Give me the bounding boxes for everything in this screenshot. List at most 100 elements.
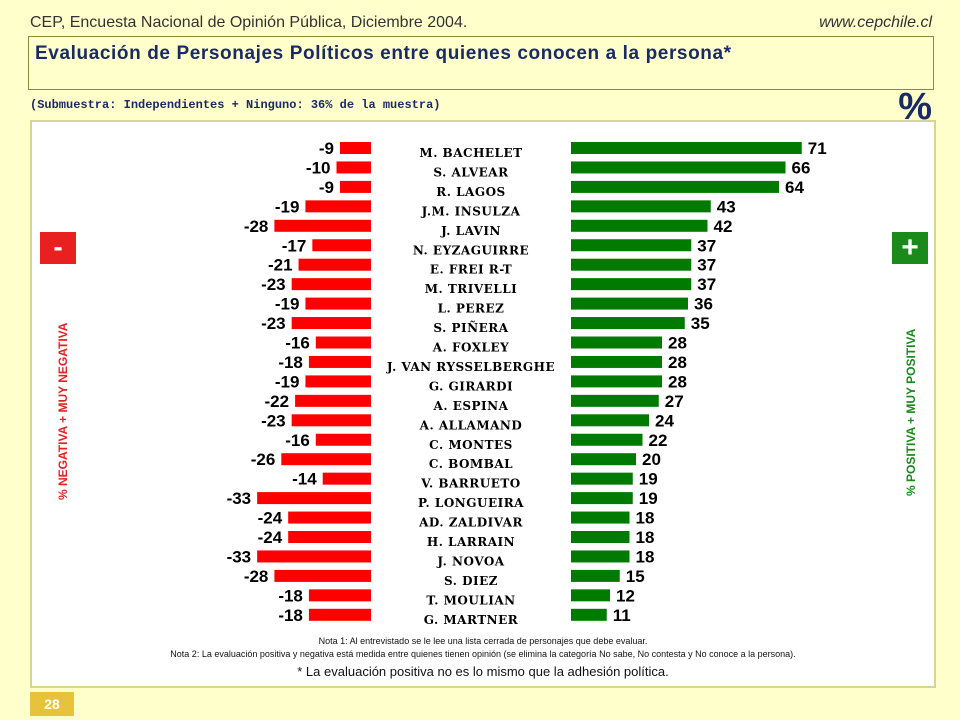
person-name-label: S. ALVEAR: [433, 165, 509, 179]
negative-bar: [288, 511, 371, 524]
negative-value-label: -18: [278, 586, 303, 605]
positive-bar: [571, 531, 630, 543]
positive-value-label: 71: [808, 139, 827, 158]
footnote: * La evaluación positiva no es lo mismo …: [297, 664, 669, 679]
positive-value-label: 12: [616, 586, 635, 605]
person-name-label: G. MARTNER: [424, 613, 519, 627]
positive-bar: [571, 589, 610, 602]
positive-bar: [571, 161, 786, 174]
positive-bar: [571, 433, 643, 446]
negative-bar: [308, 608, 371, 621]
positive-value-label: 64: [785, 178, 804, 197]
negative-value-label: -23: [261, 275, 286, 294]
negative-bar: [339, 142, 371, 154]
positive-value-label: 22: [649, 431, 668, 450]
person-name-label: E. FREI R-T: [430, 263, 512, 277]
positive-bar: [571, 239, 692, 252]
negative-value-label: -26: [251, 450, 276, 469]
negative-value-label: -16: [285, 334, 310, 353]
page-subtitle: (Submuestra: Independientes + Ninguno: 3…: [30, 98, 441, 112]
negative-bar: [312, 239, 371, 252]
negative-value-label: -17: [282, 236, 307, 255]
negative-bar: [291, 414, 371, 427]
page-number: 28: [30, 692, 74, 716]
negative-bar: [315, 433, 371, 446]
positive-value-label: 42: [714, 217, 733, 236]
person-name-label: R. LAGOS: [436, 185, 505, 199]
negative-bar: [315, 336, 371, 349]
person-name-label: J. NOVOA: [436, 554, 504, 568]
person-name-label: L. PEREZ: [438, 302, 505, 316]
negative-value-label: -10: [306, 158, 331, 177]
positive-value-label: 28: [668, 372, 687, 391]
person-name-label: H. LARRAIN: [427, 535, 515, 549]
negative-bar: [295, 394, 371, 407]
negative-bar: [257, 492, 371, 505]
website-link[interactable]: www.cepchile.cl: [819, 14, 932, 31]
positive-bar: [571, 142, 802, 154]
negative-value-label: -9: [319, 139, 334, 158]
positive-bar: [571, 569, 620, 582]
positive-bar: [571, 511, 630, 524]
negative-bar: [274, 219, 371, 232]
positive-value-label: 11: [613, 606, 631, 625]
negative-value-label: -18: [278, 353, 303, 372]
person-name-label: M. BACHELET: [419, 146, 522, 160]
positive-bar: [571, 375, 662, 388]
positive-value-label: 28: [668, 353, 687, 372]
negative-bar: [305, 297, 371, 310]
negative-value-label: -22: [265, 392, 290, 411]
negative-value-label: -9: [319, 178, 334, 197]
person-name-label: J. LAVIN: [440, 224, 501, 238]
note-2: Nota 2: La evaluación positiva y negativ…: [170, 649, 796, 659]
negative-value-label: -33: [227, 489, 252, 508]
person-name-label: C. BOMBAL: [429, 457, 513, 471]
positive-bar: [571, 472, 633, 485]
negative-value-label: -24: [258, 509, 283, 528]
positive-value-label: 15: [626, 567, 645, 586]
positive-value-label: 20: [642, 450, 661, 469]
negative-bar: [281, 453, 371, 466]
person-name-label: S. PIÑERA: [433, 320, 508, 335]
positive-bar: [571, 550, 630, 563]
positive-bar: [571, 492, 633, 505]
person-name-label: S. DIEZ: [444, 574, 498, 588]
negative-bar: [339, 180, 371, 193]
positive-value-label: 37: [697, 256, 716, 275]
person-name-label: V. BARRUETO: [420, 477, 520, 491]
positive-bar: [571, 200, 711, 213]
negative-bar: [322, 472, 371, 485]
negative-bar: [305, 375, 371, 388]
positive-bar: [571, 355, 662, 368]
person-name-label: J.M. INSULZA: [421, 204, 521, 218]
positive-bar: [571, 219, 708, 232]
positive-value-label: 19: [639, 489, 658, 508]
positive-bar: [571, 297, 688, 310]
negative-bar: [298, 258, 371, 271]
person-name-label: P. LONGUEIRA: [418, 496, 524, 510]
positive-value-label: 37: [697, 275, 716, 294]
negative-value-label: -24: [258, 528, 283, 547]
positive-value-label: 18: [636, 509, 655, 528]
positive-bar: [571, 394, 659, 407]
negative-value-label: -16: [285, 431, 310, 450]
person-name-label: M. TRIVELLI: [425, 282, 518, 296]
positive-bar: [571, 278, 692, 291]
negative-value-label: -23: [261, 411, 286, 430]
positive-value-label: 18: [636, 528, 655, 547]
person-name-label: N. EYZAGUIRRE: [413, 243, 529, 257]
positive-bar: [571, 414, 649, 427]
negative-bar: [291, 317, 371, 330]
negative-value-label: -28: [244, 567, 269, 586]
negative-value-label: -19: [275, 372, 300, 391]
person-name-label: C. MONTES: [429, 438, 513, 452]
positive-value-label: 36: [694, 295, 713, 314]
positive-bar: [571, 258, 692, 271]
title-box: Evaluación de Personajes Políticos entre…: [28, 36, 934, 90]
person-name-label: AD. ZALDIVAR: [418, 516, 523, 530]
negative-value-label: -19: [275, 295, 300, 314]
person-name-label: G. GIRARDI: [429, 379, 513, 393]
positive-value-label: 35: [691, 314, 710, 333]
positive-bar: [571, 608, 607, 621]
